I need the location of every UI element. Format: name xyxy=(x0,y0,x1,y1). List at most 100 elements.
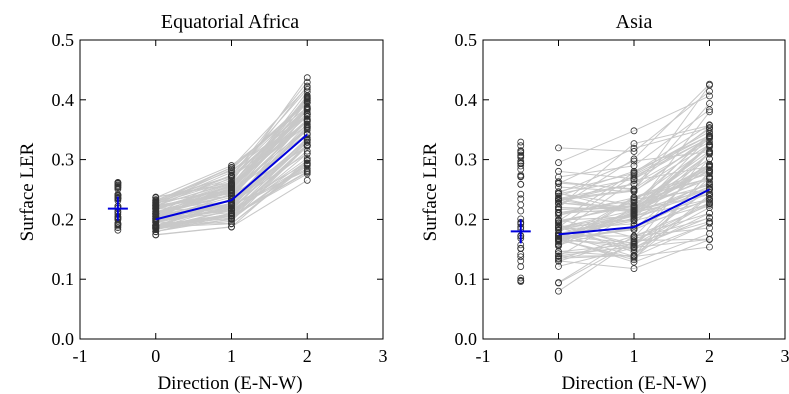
data-point xyxy=(706,230,713,237)
data-point xyxy=(303,161,311,169)
data-point xyxy=(303,103,311,111)
data-point xyxy=(152,219,160,227)
data-point xyxy=(555,205,562,213)
data-point xyxy=(303,92,311,99)
data-point xyxy=(228,220,235,227)
y-tick-label: 0.0 xyxy=(52,329,75,349)
data-point xyxy=(706,204,713,211)
panel-equatorial-africa: Equatorial Africa -1 0 1 2 3 0.0 0.1 0.2 0.3 0.4 0… xyxy=(17,11,388,394)
data-point xyxy=(555,167,562,175)
x-tick-label: 3 xyxy=(379,346,388,366)
data-point xyxy=(630,211,638,219)
data-point xyxy=(630,175,638,183)
data-point xyxy=(228,202,235,210)
x-axis-label: Direction (E-N-W) xyxy=(561,373,706,394)
data-point xyxy=(555,279,562,286)
x-tick-label: 2 xyxy=(303,346,312,366)
data-point xyxy=(555,196,562,204)
data-point xyxy=(228,181,235,189)
data-point xyxy=(630,170,638,177)
data-point xyxy=(630,198,638,206)
data-point xyxy=(152,193,160,201)
individual-points xyxy=(152,74,311,239)
individual-line xyxy=(558,133,710,222)
data-point xyxy=(517,138,525,146)
data-point xyxy=(555,180,562,187)
data-point xyxy=(630,144,638,152)
data-point xyxy=(706,218,713,226)
data-point xyxy=(630,180,638,188)
data-point xyxy=(706,213,713,221)
data-point xyxy=(706,80,713,88)
data-point xyxy=(555,250,562,258)
data-point xyxy=(706,128,713,136)
data-point xyxy=(303,130,311,137)
data-point xyxy=(517,195,525,203)
data-point xyxy=(555,287,562,295)
data-point xyxy=(555,226,562,234)
data-point xyxy=(630,173,638,180)
y-tick-label: 0.0 xyxy=(455,329,478,349)
data-point xyxy=(517,157,525,165)
data-point xyxy=(228,164,235,171)
data-point xyxy=(517,263,525,270)
data-point xyxy=(706,243,713,251)
data-point xyxy=(228,195,235,203)
data-point xyxy=(555,188,562,196)
data-point xyxy=(630,127,638,135)
data-point xyxy=(630,148,638,155)
y-tick-label: 0.2 xyxy=(455,209,478,229)
data-point xyxy=(228,213,235,220)
data-point xyxy=(303,176,311,184)
data-point xyxy=(303,156,311,164)
data-point xyxy=(114,180,122,188)
data-point xyxy=(303,78,311,86)
y-tick-label: 0.4 xyxy=(455,90,478,110)
data-point xyxy=(228,177,235,184)
plot-area: -1 0 1 2 3 0.0 0.1 0.2 0.3 0.4 0.5 xyxy=(52,30,388,366)
data-point xyxy=(630,157,638,165)
data-point xyxy=(706,160,713,168)
data-point xyxy=(152,231,160,239)
individual-line xyxy=(558,135,710,197)
data-point xyxy=(555,262,562,270)
data-point xyxy=(630,241,638,249)
data-point xyxy=(517,201,525,209)
data-point xyxy=(555,254,562,262)
data-point xyxy=(517,257,525,265)
data-point xyxy=(630,254,638,262)
data-point xyxy=(152,197,160,205)
data-point xyxy=(152,204,160,212)
data-point xyxy=(303,126,311,134)
data-point xyxy=(555,219,562,227)
data-point xyxy=(303,83,311,91)
data-point xyxy=(555,257,562,265)
y-tick-label: 0.5 xyxy=(52,30,75,50)
data-point xyxy=(630,187,638,195)
data-point xyxy=(706,209,713,217)
data-point xyxy=(303,142,311,150)
y-axis-label: Surface LER xyxy=(17,142,38,241)
data-point xyxy=(706,190,713,198)
data-point xyxy=(706,130,713,137)
data-point xyxy=(555,252,562,260)
y-axis-label: Surface LER xyxy=(420,142,441,241)
data-point xyxy=(706,100,713,107)
data-point xyxy=(228,191,235,199)
data-point xyxy=(517,253,525,261)
data-point xyxy=(517,245,525,253)
x-tick-label: 0 xyxy=(554,346,563,366)
data-point xyxy=(517,149,525,157)
data-point xyxy=(630,265,638,272)
data-point xyxy=(517,207,525,215)
individual-line xyxy=(558,109,710,178)
data-point xyxy=(152,222,160,230)
data-point xyxy=(303,95,311,103)
individual-line xyxy=(558,151,710,194)
data-point xyxy=(228,216,235,223)
data-point xyxy=(630,155,638,163)
data-point xyxy=(228,186,235,194)
data-point xyxy=(706,92,713,100)
data-point xyxy=(555,144,562,152)
data-point xyxy=(706,141,713,148)
